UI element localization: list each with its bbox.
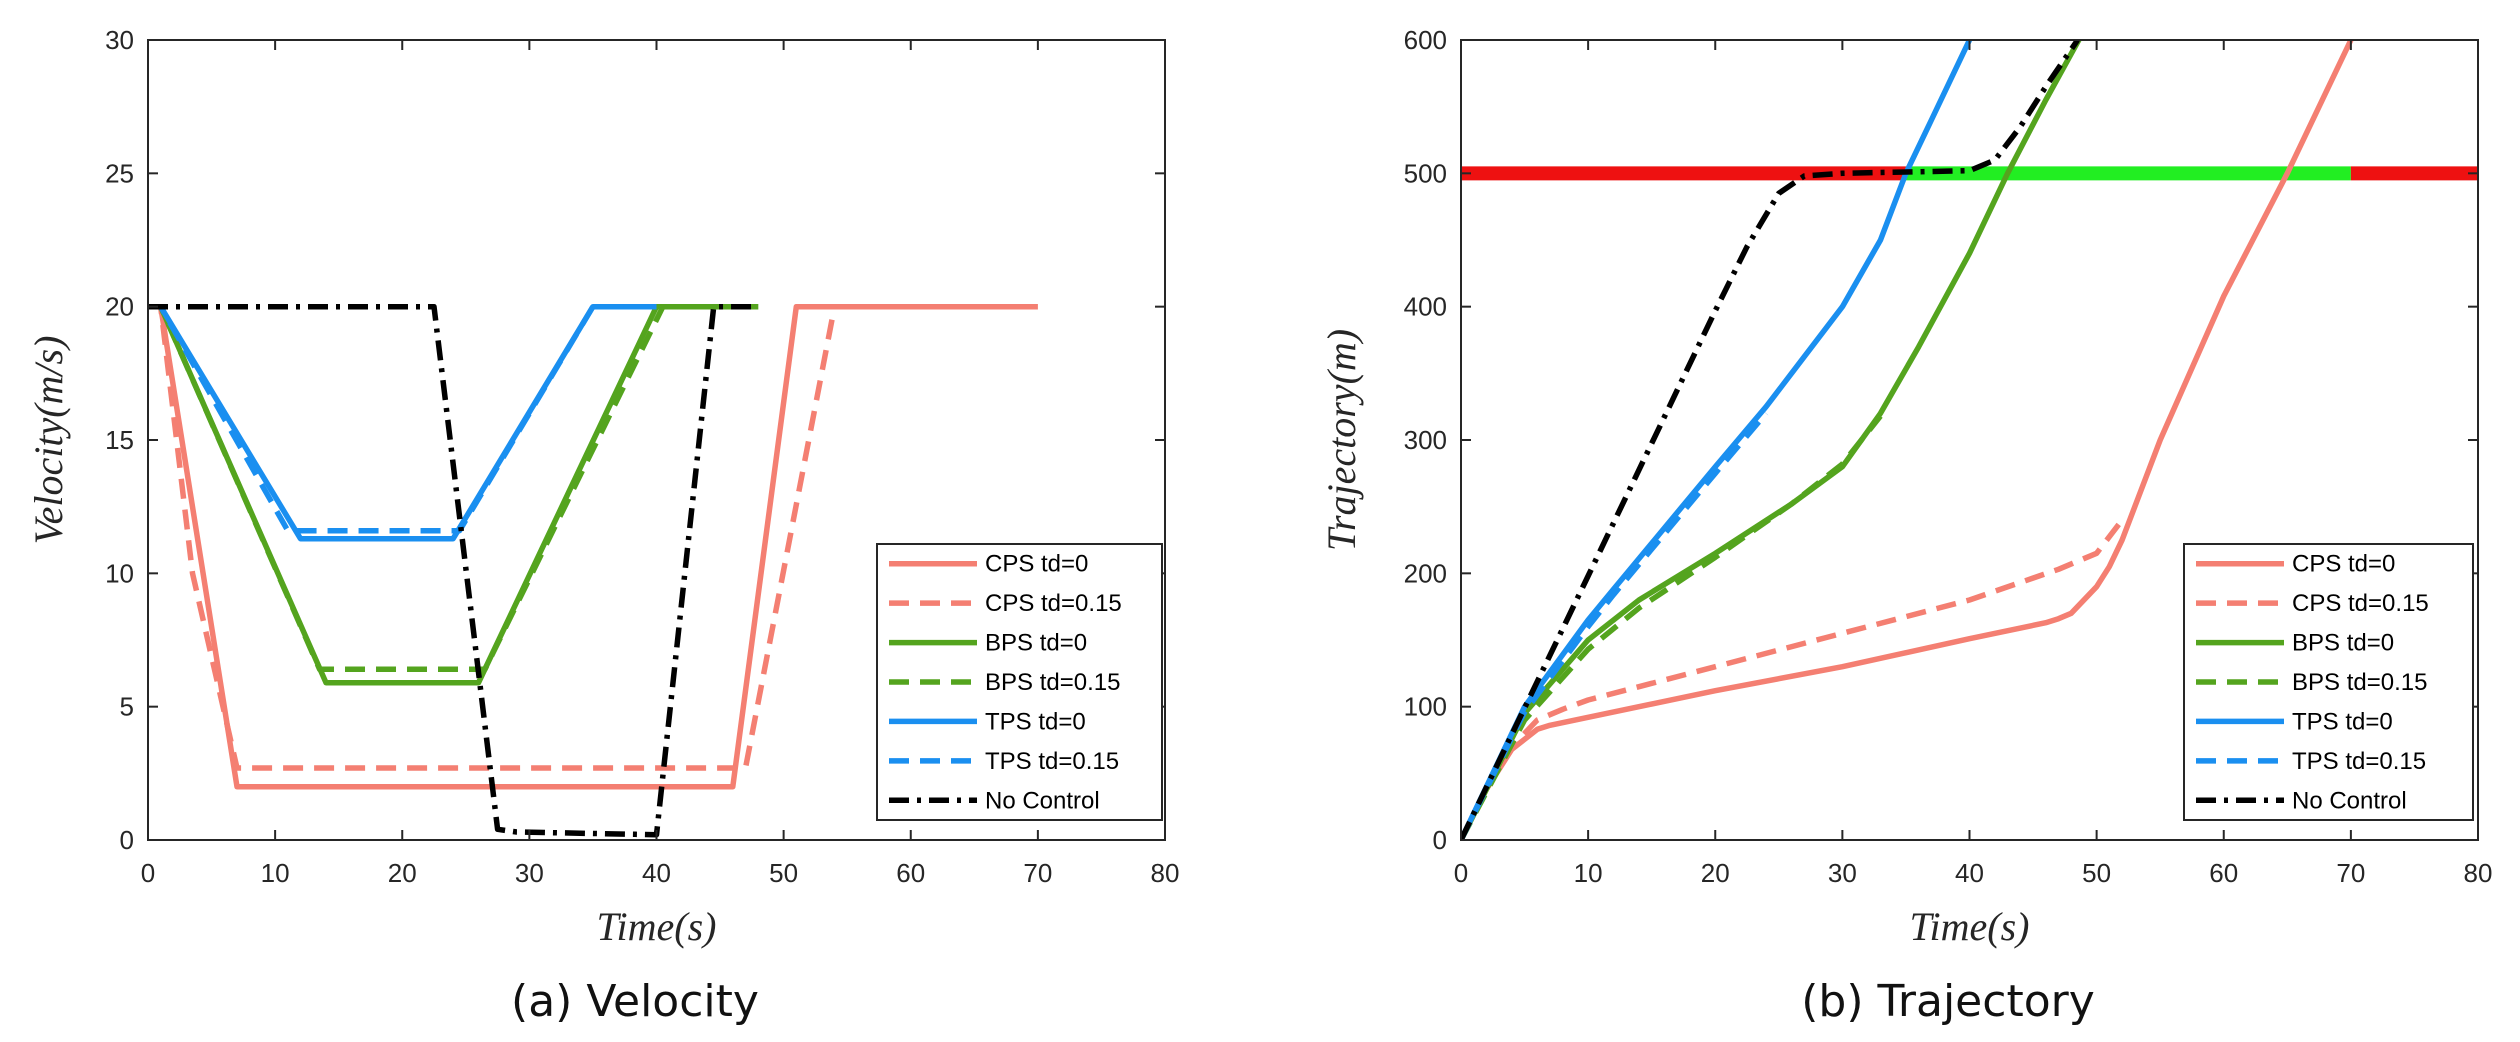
series-line-tps-td-0	[1461, 40, 1972, 840]
y-tick-label: 30	[105, 25, 134, 55]
series-line-bps-td-0-15	[1461, 414, 1883, 840]
x-tick-label: 80	[2464, 858, 2493, 888]
x-tick-label: 10	[1574, 858, 1603, 888]
y-axis-title: Trajectory(m)	[1319, 329, 1364, 551]
legend-label: BPS td=0.15	[985, 669, 1120, 696]
x-tick-label: 20	[1701, 858, 1730, 888]
x-tick-label: 70	[1023, 858, 1052, 888]
y-tick-label: 20	[105, 292, 134, 322]
legend: CPS td=0 CPS td=0.15 BPS td=0 BPS td=0.15 TP…	[2183, 543, 2474, 821]
y-tick-label: 400	[1404, 292, 1447, 322]
series-line-no-control	[148, 303, 759, 838]
y-tick-label: 0	[1433, 825, 1447, 855]
legend-label: BPS td=0	[2292, 630, 2394, 657]
x-tick-label: 50	[2082, 858, 2111, 888]
chart-panel-velocity: 0 10 20 30 40 50 60 70 80 0 5 10 15 20 25 30 Time(s) Velo…	[26, 25, 1179, 1027]
y-axis-title: Velocity(m/s)	[26, 336, 71, 545]
series-line-cps-td-0	[1461, 40, 2354, 840]
x-tick-label: 20	[388, 858, 417, 888]
legend-label: TPS td=0.15	[985, 748, 1119, 775]
legend-label: No Control	[2292, 787, 2407, 814]
legend: CPS td=0 CPS td=0.15 BPS td=0 BPS td=0.15 TP…	[876, 543, 1163, 821]
legend-label: BPS td=0.15	[2292, 669, 2427, 696]
legend-label: TPS td=0	[985, 708, 1086, 735]
y-tick-label: 0	[120, 825, 134, 855]
y-tick-label: 600	[1404, 25, 1447, 55]
chart-panel-trajectory: 0 10 20 30 40 50 60 70 80 0 100 200 300 400 500 600 Time…	[1319, 25, 2492, 1027]
x-axis-title: Time(s)	[597, 904, 717, 949]
legend-label: CPS td=0.15	[2292, 590, 2429, 617]
x-tick-label: 50	[769, 858, 798, 888]
legend-label: BPS td=0	[985, 630, 1087, 657]
x-tick-label: 60	[2209, 858, 2238, 888]
series-line-no-control	[1461, 40, 2080, 840]
plot-lines	[1461, 40, 2478, 840]
x-tick-label: 30	[1828, 858, 1857, 888]
x-tick-label: 40	[642, 858, 671, 888]
x-tick-label: 40	[1955, 858, 1984, 888]
x-tick-label: 60	[896, 858, 925, 888]
y-tick-label: 15	[105, 425, 134, 455]
y-tick-label: 500	[1404, 158, 1447, 188]
y-tick-label: 5	[120, 692, 134, 722]
x-axis-title: Time(s)	[1910, 904, 2030, 949]
legend-label: No Control	[985, 787, 1100, 814]
legend-label: TPS td=0.15	[2292, 748, 2426, 775]
legend-label: TPS td=0	[2292, 708, 2393, 735]
y-tick-label: 10	[105, 558, 134, 588]
panel-caption: (b) Trajectory	[1801, 976, 2095, 1027]
legend-label: CPS td=0	[2292, 551, 2395, 578]
x-tick-label: 10	[261, 858, 290, 888]
x-tick-label: 0	[141, 858, 155, 888]
y-tick-label: 100	[1404, 692, 1447, 722]
panel-caption: (a) Velocity	[511, 976, 759, 1027]
x-tick-label: 70	[2336, 858, 2365, 888]
x-tick-label: 30	[515, 858, 544, 888]
x-tick-label: 80	[1151, 858, 1180, 888]
y-tick-label: 300	[1404, 425, 1447, 455]
x-tick-label: 0	[1454, 858, 1468, 888]
legend-label: CPS td=0.15	[985, 590, 1122, 617]
legend-label: CPS td=0	[985, 551, 1088, 578]
y-tick-label: 200	[1404, 558, 1447, 588]
plot-lines	[148, 303, 1038, 838]
y-tick-label: 25	[105, 158, 134, 188]
